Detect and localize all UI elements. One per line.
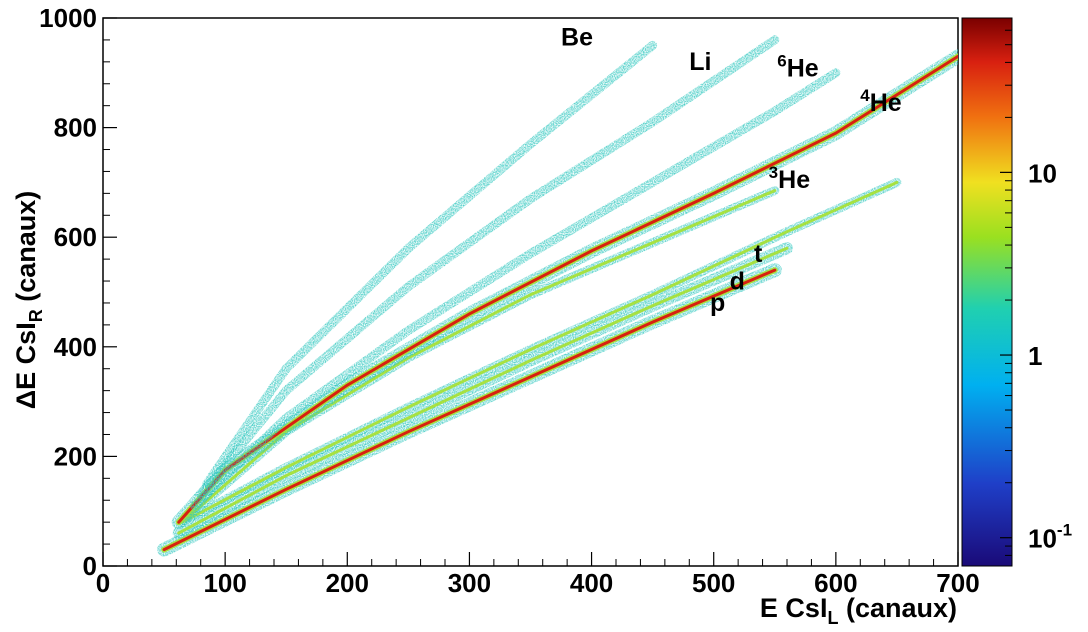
x-axis: 0 100 200 300 400 500 600 700 (96, 552, 980, 598)
x-tick-label: 700 (936, 568, 979, 598)
y-tick-label: 600 (54, 222, 97, 252)
band-halo-6He (190, 68, 841, 511)
particle-label: 3He (769, 163, 811, 194)
particle-label: 4He (860, 86, 902, 117)
colorbar-ticks: 10-1 1 10 (1000, 17, 1072, 567)
x-tick-label: 200 (326, 568, 369, 598)
x-axis-title: E CsIL (canaux) (760, 593, 957, 628)
band-group (157, 35, 958, 557)
band-halo-Be (202, 40, 658, 489)
particle-label: Be (561, 23, 593, 51)
y-tick-label: 1000 (39, 3, 97, 33)
band-mid-d (177, 246, 789, 535)
particle-label: d (730, 267, 745, 295)
particle-label: 6He (777, 52, 819, 83)
x-tick-label: 0 (96, 568, 110, 598)
y-axis-title: ΔE CsIR (canaux) (11, 191, 46, 409)
particle-label: Li (689, 48, 711, 76)
x-tick-label: 100 (203, 568, 246, 598)
colorbar-tick-label: 10-1 (1028, 521, 1072, 554)
x-tick-label: 300 (448, 568, 491, 598)
x-tick-label: 600 (814, 568, 857, 598)
particle-label: t (754, 240, 763, 268)
y-tick-label: 400 (54, 332, 97, 362)
y-tick-label: 0 (83, 551, 97, 581)
colorbar-tick-label: 1 (1028, 341, 1042, 371)
band-core-p (162, 268, 777, 552)
y-axis: 0 200 400 600 800 1000 (39, 3, 117, 581)
colorbar-tick-label: 10 (1028, 158, 1057, 188)
x-tick-label: 400 (570, 568, 613, 598)
band-mid-t (180, 180, 899, 524)
particle-labels: Be Li 6He 4He 3He pdt (561, 23, 902, 317)
y-tick-label: 200 (54, 441, 97, 471)
x-tick-label: 500 (692, 568, 735, 598)
colorbar (961, 17, 1013, 567)
y-tick-label: 800 (54, 113, 97, 143)
particle-label: p (710, 289, 725, 317)
band-halo-Li (196, 35, 780, 500)
